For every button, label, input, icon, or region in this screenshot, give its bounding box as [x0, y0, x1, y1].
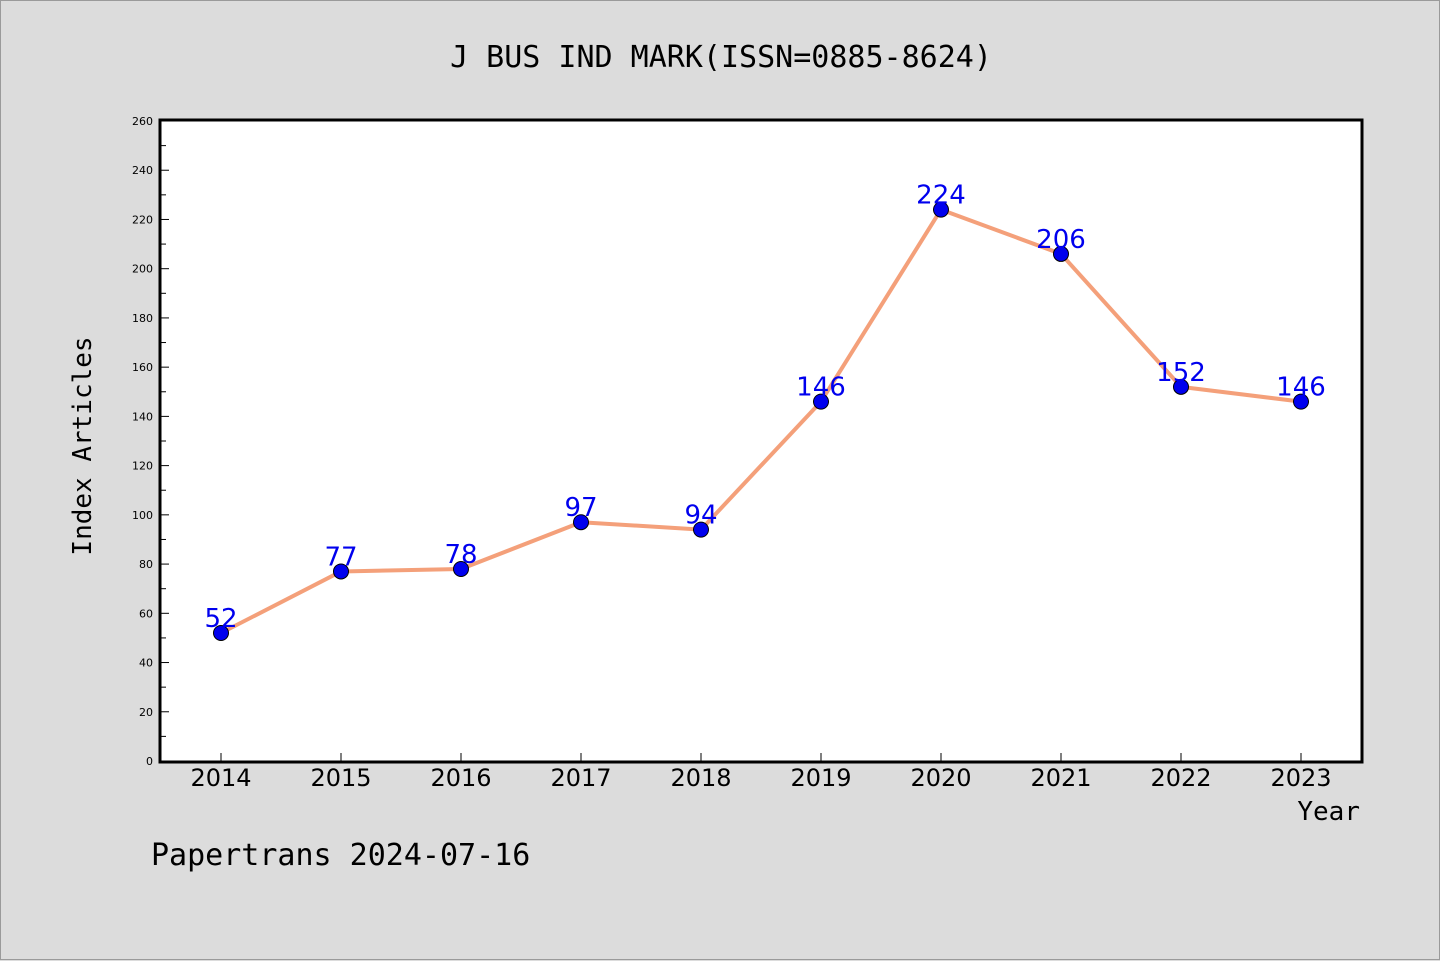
- data-point: [933, 201, 949, 218]
- y-tick-label: 100: [132, 509, 153, 522]
- y-tick-label: 0: [146, 755, 153, 768]
- y-tick-label: 220: [132, 213, 153, 226]
- series-group: 52 77 78 97 94 146 224 206 152 146: [204, 181, 1326, 641]
- data-label: 78: [444, 540, 477, 570]
- data-point: [1173, 378, 1189, 395]
- x-tick-label: 2021: [1030, 764, 1091, 792]
- y-tick-label: 40: [139, 657, 153, 670]
- data-point: [1293, 393, 1309, 410]
- data-label: 146: [1276, 373, 1326, 403]
- series-line: [220, 207, 1302, 635]
- x-tick-label: 2022: [1150, 764, 1211, 792]
- x-tick-label: 2017: [550, 764, 611, 792]
- footer-text: Papertrans 2024-07-16: [151, 838, 530, 873]
- x-tick-label: 2019: [790, 764, 851, 792]
- x-tick-label: 2020: [910, 764, 971, 792]
- x-tick-label: 2018: [670, 764, 731, 792]
- y-tick-label: 240: [132, 164, 153, 177]
- x-axis-ticks: 2014 2015 2016 2017 2018 2019 2020 2021 2022 2023: [190, 753, 1332, 792]
- y-tick-label: 140: [132, 410, 153, 423]
- y-axis-ticks: 0 20 40 60 80 100 120 140 160 180 200 220 240 260: [132, 115, 169, 768]
- x-axis-label: Year: [1297, 797, 1360, 827]
- data-label: 94: [684, 501, 717, 531]
- chart-title: J BUS IND MARK(ISSN=0885-8624): [450, 40, 992, 75]
- data-point: [693, 521, 709, 538]
- y-axis-label: Index Articles: [68, 336, 98, 555]
- data-point: [813, 393, 829, 410]
- data-label: 77: [324, 542, 357, 572]
- data-point: [573, 514, 589, 531]
- y-tick-label: 260: [132, 115, 153, 128]
- data-point: [453, 561, 469, 577]
- data-label: 97: [564, 493, 597, 523]
- x-tick-label: 2014: [190, 764, 251, 792]
- y-tick-label: 20: [139, 706, 153, 719]
- y-tick-label: 60: [139, 607, 153, 620]
- data-label: 224: [916, 181, 966, 211]
- data-label: 146: [796, 373, 846, 403]
- data-label: 206: [1036, 225, 1086, 255]
- y-tick-label: 160: [132, 361, 153, 374]
- x-tick-label: 2023: [1270, 764, 1331, 792]
- data-point: [1053, 245, 1069, 262]
- data-point: [333, 563, 349, 580]
- x-tick-label: 2015: [310, 764, 371, 792]
- x-tick-label: 2016: [430, 764, 491, 792]
- y-tick-label: 180: [132, 312, 153, 325]
- y-tick-label: 120: [132, 460, 153, 473]
- y-tick-label: 200: [132, 263, 153, 276]
- y-tick-label: 80: [139, 558, 153, 571]
- data-label: 52: [204, 604, 237, 634]
- data-point: [213, 625, 229, 641]
- data-label: 152: [1156, 358, 1206, 388]
- plot-area: [158, 118, 1364, 764]
